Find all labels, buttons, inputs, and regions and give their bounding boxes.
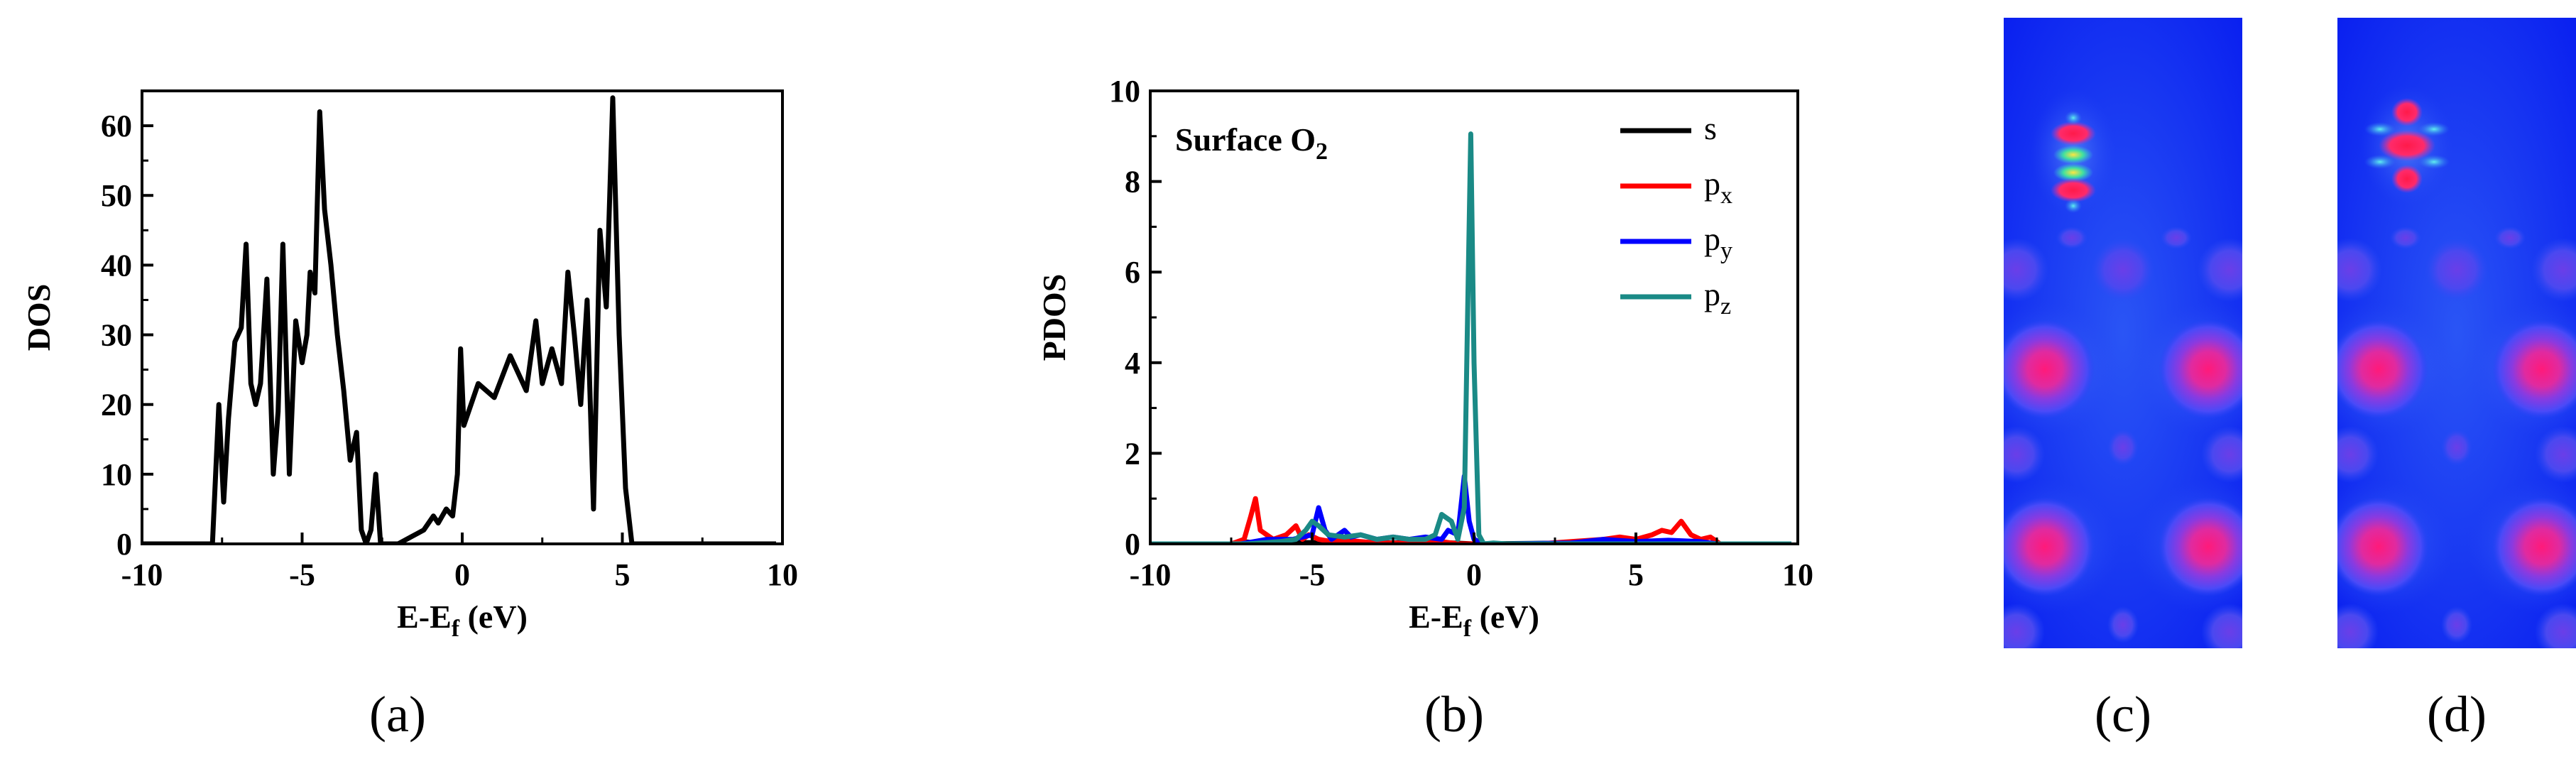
y-tick-label: 40 [101, 248, 132, 283]
legend-label: pz [1704, 276, 1731, 320]
charge-density-map-d: (d) [2337, 18, 2576, 743]
y-tick-label: 50 [101, 178, 132, 213]
y-tick-label: 20 [101, 388, 132, 422]
series-line-0-0 [142, 95, 776, 544]
legend-label: s [1704, 110, 1717, 146]
y-tick-label: 60 [101, 109, 132, 143]
y-tick-label: 4 [1125, 346, 1140, 381]
dos-axes-frame [141, 89, 784, 545]
x-tick-label: 10 [1782, 557, 1813, 592]
y-tick-label: 10 [101, 457, 132, 492]
x-tick-label: -10 [121, 557, 163, 592]
dos-xlabel: E-Ef (eV) [397, 599, 528, 642]
x-tick-label: 5 [615, 557, 631, 592]
map-d-o2-molecule [2361, 85, 2453, 206]
panel-label-b: (b) [1424, 686, 1484, 743]
pdos-xlabel: E-Ef (eV) [1409, 599, 1539, 642]
panel-label-c: (c) [2095, 686, 2151, 743]
dos-chart: -10 -5 0 5 10 0 10 20 30 40 50 60 DOS E-Ef (eV) (a) [21, 89, 798, 743]
pdos-annotation: Surface O2 [1175, 121, 1328, 165]
charge-density-map-c: (c) [2004, 18, 2242, 743]
legend-label: px [1704, 165, 1732, 209]
series-line-1-3 [1150, 131, 1791, 544]
y-tick-label: 0 [1125, 527, 1140, 562]
map-c-o2-molecule [2031, 89, 2116, 217]
y-tick-label: 2 [1125, 436, 1140, 471]
pdos-chart: -10 -5 0 5 10 0 2 4 6 8 10 PDOS E-Ef (eV) Surface … [1036, 74, 1813, 743]
y-tick-label: 10 [1109, 74, 1140, 109]
pdos-ylabel: PDOS [1036, 274, 1072, 361]
dos-plot-area [142, 95, 776, 544]
dos-ticks: -10 -5 0 5 10 0 10 20 30 40 50 60 [101, 109, 798, 592]
x-tick-label: -5 [289, 557, 315, 592]
legend-label: py [1704, 221, 1732, 264]
x-tick-label: 5 [1628, 557, 1644, 592]
dos-ylabel: DOS [21, 284, 57, 351]
x-tick-label: 0 [1466, 557, 1482, 592]
map-d-slab [2337, 227, 2576, 648]
y-tick-label: 8 [1125, 165, 1140, 200]
panel-label-d: (d) [2427, 686, 2487, 743]
x-tick-label: 10 [767, 557, 798, 592]
pdos-plot-area [1150, 131, 1791, 544]
y-tick-label: 30 [101, 318, 132, 353]
x-tick-label: -5 [1299, 557, 1326, 592]
y-tick-label: 0 [116, 527, 132, 562]
pdos-ticks: -10 -5 0 5 10 0 2 4 6 8 10 [1109, 74, 1813, 592]
x-tick-label: 0 [454, 557, 470, 592]
y-tick-label: 6 [1125, 255, 1140, 290]
x-tick-label: -10 [1130, 557, 1172, 592]
panel-label-a: (a) [369, 686, 426, 743]
pdos-legend: s px py pz [1620, 110, 1732, 320]
map-c-slab [2004, 227, 2242, 648]
